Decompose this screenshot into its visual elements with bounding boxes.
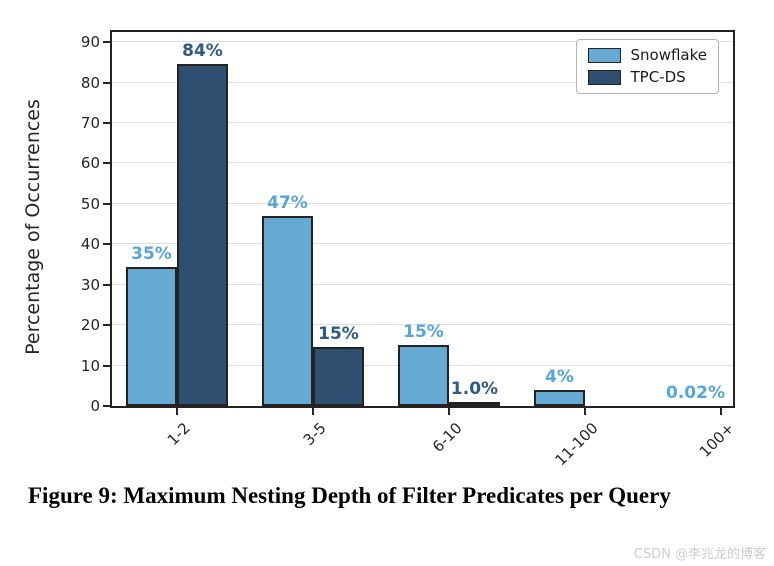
bar-tpc-ds-1-2 [177,64,228,406]
y-tick-label-40: 40 [80,235,100,254]
legend-item-snowflake: Snowflake [587,46,708,64]
x-tick-mark-11-100 [584,408,586,415]
y-tick-mark-60 [103,162,110,165]
legend-label-tpc-ds: TPC-DS [630,68,686,86]
y-tick-label-50: 50 [80,194,100,213]
bar-snowflake-1-2 [126,267,177,406]
gridline-50 [112,203,733,204]
bar-value-label-tpc-ds-3-5: 15% [318,324,359,344]
x-tick-mark-3-5 [312,408,314,415]
gridline-40 [112,243,733,244]
legend-swatch-tpc-ds [587,70,621,85]
y-axis-label: Percentage of Occurrences [22,99,44,355]
y-tick-mark-80 [103,81,110,84]
bar-snowflake-3-5 [262,216,313,406]
bar-value-label-snowflake-11-100: 4% [545,367,574,387]
y-tick-label-0: 0 [90,397,100,415]
y-tick-label-10: 10 [80,356,100,375]
y-tick-label-70: 70 [80,113,100,132]
bar-value-label-snowflake-100+: 0.02% [666,383,725,403]
bar-tpc-ds-6-10 [449,402,500,406]
y-tick-label-90: 90 [80,33,100,52]
bar-value-label-snowflake-3-5: 47% [267,193,308,213]
y-tick-label-60: 60 [80,154,100,173]
bar-value-label-snowflake-6-10: 15% [403,322,444,342]
y-tick-mark-90 [103,41,110,44]
gridline-30 [112,284,733,285]
gridline-60 [112,162,733,163]
bar-snowflake-11-100 [534,390,585,406]
bar-value-label-tpc-ds-1-2: 84% [182,41,223,61]
y-tick-label-20: 20 [80,316,100,335]
y-tick-mark-70 [103,121,110,124]
y-tick-mark-10 [103,364,110,367]
x-tick-mark-6-10 [448,408,450,415]
gridline-90 [112,41,733,42]
y-tick-mark-30 [103,283,110,286]
plot-area: Snowflake TPC-DS 35% 47% 15% 4% 0.02% 84% 15% 1.… [110,30,735,408]
bar-snowflake-6-10 [398,345,449,406]
y-tick-mark-20 [103,324,110,327]
y-tick-mark-50 [103,202,110,205]
legend-swatch-snowflake [587,48,621,63]
legend-item-tpc-ds: TPC-DS [587,68,708,86]
x-tick-mark-1-2 [176,408,178,415]
y-tick-label-30: 30 [80,275,100,294]
bar-value-label-tpc-ds-6-10: 1.0% [450,379,499,399]
y-tick-label-80: 80 [80,73,100,92]
plot-inner: Snowflake TPC-DS 35% 47% 15% 4% 0.02% 84% 15% 1.… [112,32,733,406]
figure-caption: Figure 9: Maximum Nesting Depth of Filte… [28,483,671,508]
x-tick-mark-100+ [720,408,722,415]
gridline-80 [112,82,733,83]
y-tick-mark-40 [103,243,110,246]
watermark: CSDN @李兆龙的博客 [633,547,766,562]
legend-label-snowflake: Snowflake [630,46,708,64]
y-tick-mark-0 [103,405,110,407]
gridline-20 [112,324,733,325]
bar-tpc-ds-3-5 [313,347,364,406]
gridline-70 [112,122,733,123]
bar-value-label-snowflake-1-2: 35% [131,244,172,264]
legend: Snowflake TPC-DS [575,39,719,94]
